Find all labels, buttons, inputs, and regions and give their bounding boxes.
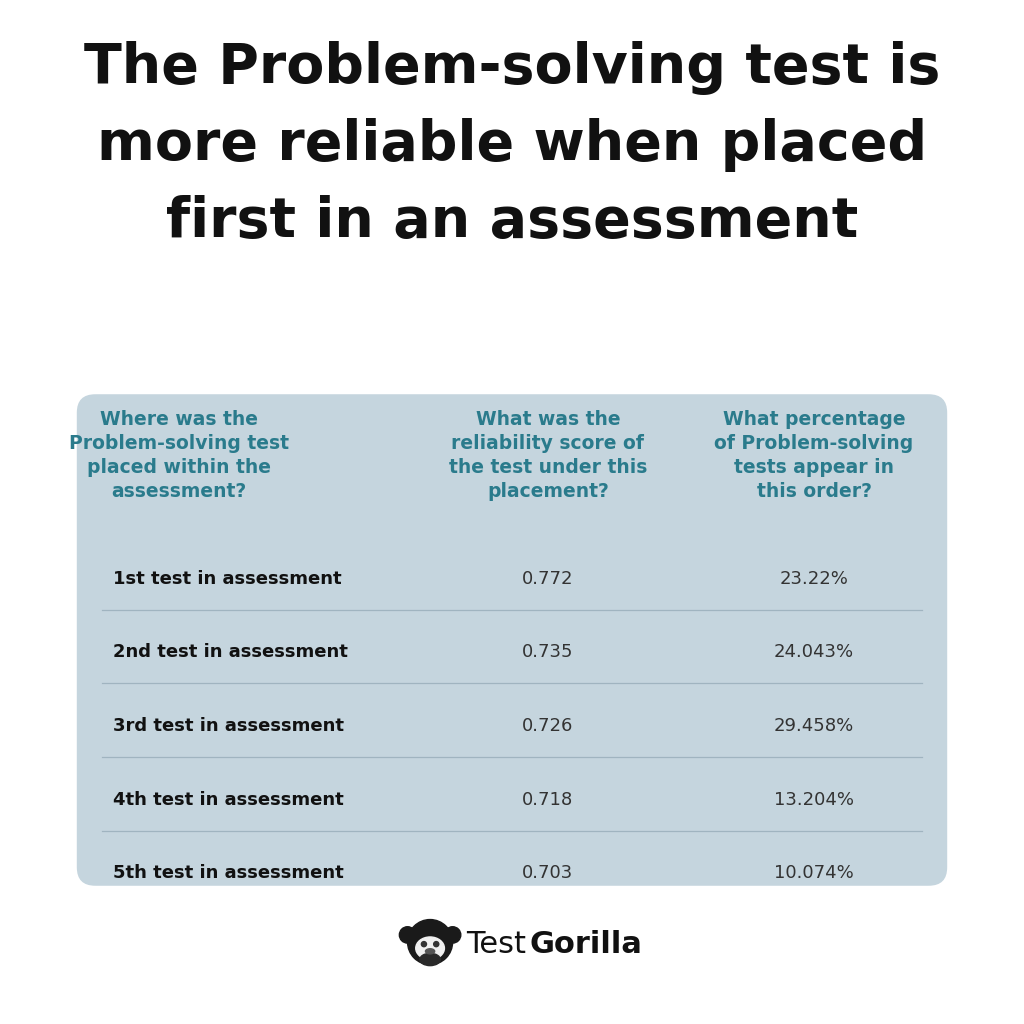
Text: 23.22%: 23.22% xyxy=(779,569,849,588)
Text: Gorilla: Gorilla xyxy=(529,930,642,958)
Text: 1st test in assessment: 1st test in assessment xyxy=(113,569,341,588)
Text: 24.043%: 24.043% xyxy=(774,643,854,662)
Circle shape xyxy=(408,920,453,965)
Text: 0.726: 0.726 xyxy=(522,717,573,735)
FancyBboxPatch shape xyxy=(77,394,947,886)
Text: Where was the
Problem-solving test
placed within the
assessment?: Where was the Problem-solving test place… xyxy=(70,410,289,502)
Text: 0.718: 0.718 xyxy=(522,791,573,809)
Ellipse shape xyxy=(416,937,444,959)
Circle shape xyxy=(434,942,438,946)
Text: What was the
reliability score of
the test under this
placement?: What was the reliability score of the te… xyxy=(449,410,647,502)
Text: Test: Test xyxy=(466,930,526,958)
Text: 3rd test in assessment: 3rd test in assessment xyxy=(113,717,344,735)
Text: first in an assessment: first in an assessment xyxy=(166,195,858,249)
Text: 2nd test in assessment: 2nd test in assessment xyxy=(113,643,347,662)
Circle shape xyxy=(422,942,426,946)
Text: 5th test in assessment: 5th test in assessment xyxy=(113,864,343,883)
Ellipse shape xyxy=(420,953,440,966)
Text: 0.735: 0.735 xyxy=(522,643,573,662)
Text: 0.772: 0.772 xyxy=(522,569,573,588)
Circle shape xyxy=(444,927,461,943)
Text: more reliable when placed: more reliable when placed xyxy=(97,118,927,172)
Text: 10.074%: 10.074% xyxy=(774,864,854,883)
Text: 13.204%: 13.204% xyxy=(774,791,854,809)
Text: 4th test in assessment: 4th test in assessment xyxy=(113,791,343,809)
Circle shape xyxy=(399,927,416,943)
Text: 0.703: 0.703 xyxy=(522,864,573,883)
Text: The Problem-solving test is: The Problem-solving test is xyxy=(84,41,940,95)
Text: What percentage
of Problem-solving
tests appear in
this order?: What percentage of Problem-solving tests… xyxy=(715,410,913,502)
Ellipse shape xyxy=(426,948,434,954)
Text: 29.458%: 29.458% xyxy=(774,717,854,735)
